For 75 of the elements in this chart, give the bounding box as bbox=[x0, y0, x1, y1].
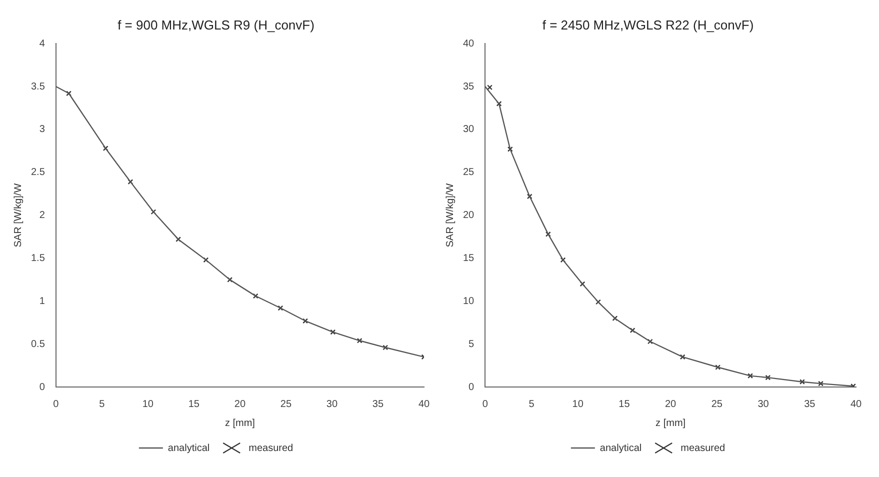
y-tick-label: 5 bbox=[468, 338, 475, 350]
x-tick-label: 10 bbox=[572, 398, 584, 410]
y-tick-label: 15 bbox=[463, 252, 475, 264]
y-tick-label: 3 bbox=[39, 124, 46, 136]
point bbox=[765, 374, 771, 380]
x-tick-label: 0 bbox=[482, 398, 488, 410]
x-tick-label: 5 bbox=[528, 398, 535, 410]
x-tick-label: 30 bbox=[758, 398, 770, 410]
point bbox=[278, 305, 284, 311]
point bbox=[507, 146, 513, 152]
y-tick-label: 10 bbox=[463, 296, 475, 307]
x-tick-label: 25 bbox=[280, 398, 292, 410]
point bbox=[647, 338, 653, 344]
y-tick-label: 20 bbox=[463, 210, 475, 222]
point bbox=[330, 329, 336, 335]
point bbox=[66, 90, 72, 96]
point bbox=[630, 328, 636, 334]
x-axis-title: z [mm] bbox=[656, 418, 686, 429]
y-tick-label: 4 bbox=[39, 38, 46, 50]
legend-label: measured bbox=[248, 442, 294, 454]
legend-label: analytical bbox=[600, 442, 642, 454]
y-tick-label: 1 bbox=[39, 296, 46, 307]
point bbox=[580, 281, 586, 287]
point bbox=[302, 318, 308, 324]
x-tick-label: 20 bbox=[234, 398, 246, 410]
y-tick-label: 0.5 bbox=[30, 338, 46, 350]
x-tick-label: 15 bbox=[618, 398, 630, 410]
chart-title: f = 2450 MHz,WGLS R22 (H_convF) bbox=[542, 17, 754, 32]
point bbox=[128, 179, 134, 185]
x-tick-label: 30 bbox=[326, 398, 338, 410]
point bbox=[526, 194, 532, 200]
y-tick-label: 3.5 bbox=[30, 81, 46, 92]
point bbox=[227, 276, 233, 282]
y-axis-title: SAR [W/kg]/W bbox=[12, 182, 24, 248]
y-tick-label: 30 bbox=[463, 124, 475, 136]
x-tick-label: 0 bbox=[53, 398, 60, 410]
legend-label: measured bbox=[680, 442, 726, 454]
x-tick-label: 40 bbox=[418, 398, 430, 410]
y-tick-label: 2.5 bbox=[30, 167, 46, 178]
point bbox=[680, 354, 686, 360]
x-tick-label: 25 bbox=[711, 398, 723, 410]
point bbox=[176, 236, 182, 242]
x-axis-title: z [mm] bbox=[224, 418, 256, 429]
point bbox=[818, 380, 824, 386]
point bbox=[382, 344, 388, 350]
x-tick-label: 5 bbox=[99, 398, 106, 410]
point bbox=[715, 364, 721, 370]
point bbox=[150, 209, 156, 215]
y-tick-label: 25 bbox=[463, 167, 475, 178]
chart-title: f = 900 MHz,WGLS R9 (H_convF) bbox=[118, 17, 314, 32]
y-tick-label: 0 bbox=[39, 382, 46, 393]
point bbox=[545, 231, 551, 237]
point bbox=[496, 100, 502, 106]
y-tick-label: 2 bbox=[39, 210, 46, 222]
point bbox=[203, 257, 209, 263]
point bbox=[560, 257, 566, 263]
x-tick-label: 35 bbox=[372, 398, 384, 410]
x-tick-label: 10 bbox=[142, 398, 154, 410]
y-tick-label: 40 bbox=[463, 38, 475, 50]
y-tick-label: 35 bbox=[463, 81, 475, 92]
point bbox=[612, 316, 618, 322]
point bbox=[800, 379, 805, 385]
x-tick-label: 15 bbox=[188, 398, 200, 410]
y-axis-title: SAR [W/kg]/W bbox=[444, 182, 456, 248]
point bbox=[252, 293, 258, 299]
x-tick-label: 20 bbox=[665, 398, 677, 410]
point bbox=[356, 338, 362, 344]
y-tick-label: 0 bbox=[468, 382, 475, 393]
x-tick-label: 35 bbox=[804, 398, 816, 410]
point bbox=[487, 84, 492, 90]
point bbox=[102, 146, 108, 152]
x-tick-label: 40 bbox=[850, 398, 862, 410]
point bbox=[748, 373, 754, 379]
legend-label: analytical bbox=[168, 442, 210, 454]
y-tick-label: 1.5 bbox=[30, 252, 46, 264]
